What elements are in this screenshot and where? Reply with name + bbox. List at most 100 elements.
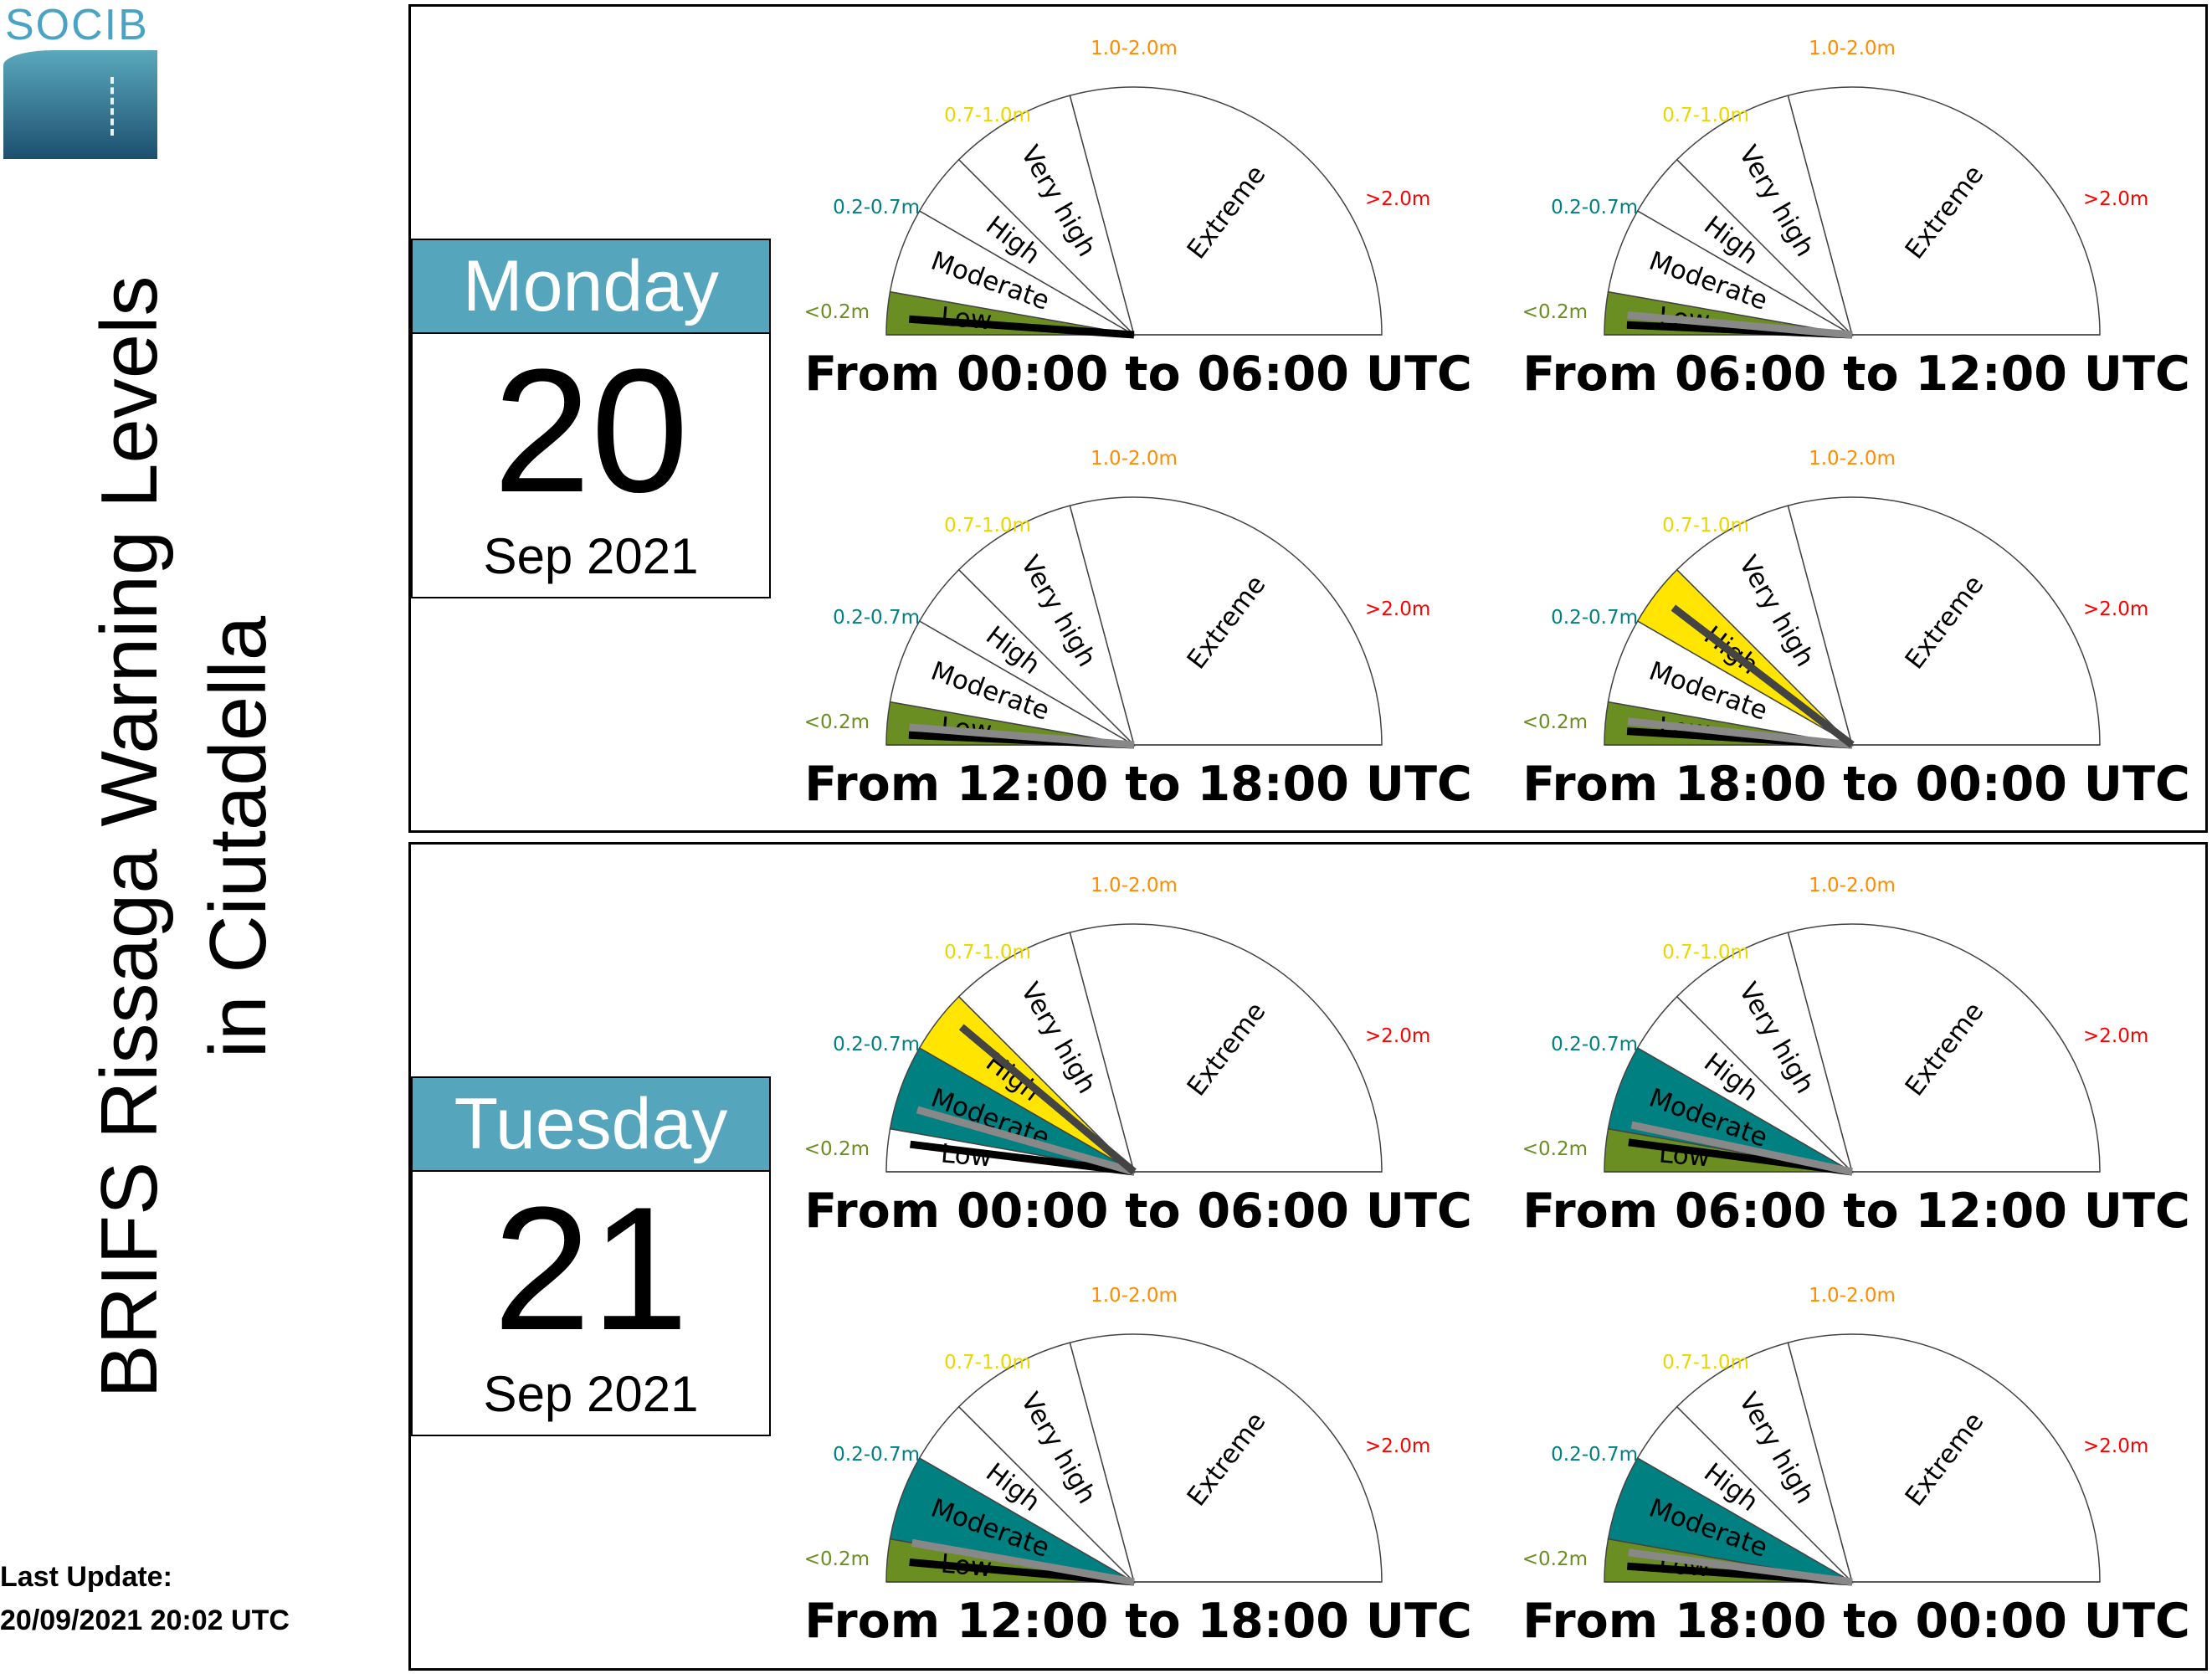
gauge-sector-very-high: [1676, 932, 1854, 1174]
gauge-range-label: >2.0m: [1365, 598, 1430, 620]
gauge-range-label: 1.0-2.0m: [1809, 1285, 1896, 1307]
gauge-range-label: 0.7-1.0m: [1662, 942, 1749, 963]
day-panel-tuesday: [408, 842, 2208, 1671]
gauge-sector-extreme: [1069, 86, 1383, 336]
gauge-needle: [916, 1106, 1136, 1176]
gauge-sector-extreme: [1787, 496, 2101, 746]
last-update-value: 20/09/2021 20:02 UTC: [0, 1605, 290, 1636]
gauge-range-label: 0.2-0.7m: [1551, 1444, 1638, 1466]
calendar-tuesday: Tuesday 21 Sep 2021: [411, 1076, 771, 1436]
calendar-monday: Monday 20 Sep 2021: [411, 239, 771, 598]
gauge-range-label: <0.2m: [804, 1548, 870, 1570]
gauge-range-label: 0.7-1.0m: [1662, 515, 1749, 537]
gauge-sector-very-high: [1676, 1342, 1854, 1584]
gauge-range-label: 0.2-0.7m: [1551, 197, 1638, 218]
gauge-needle: [909, 723, 1135, 749]
gauge-range-label: 1.0-2.0m: [1809, 448, 1896, 470]
gauge-sector-extreme: [1069, 1333, 1383, 1583]
gauge-range-label: 0.2-0.7m: [833, 1444, 920, 1466]
socib-logo: SOCIB: [0, 0, 159, 161]
logo-dash-graphic: [110, 77, 117, 136]
gauge-range-label: 0.7-1.0m: [944, 105, 1031, 126]
gauge-sector-very-high: [957, 932, 1136, 1174]
gauge-range-label: >2.0m: [1365, 1435, 1430, 1457]
gauge-sector-very-high: [957, 1342, 1136, 1584]
gauge-range-label: >2.0m: [2083, 1435, 2148, 1457]
gauge-range-label: >2.0m: [2083, 188, 2148, 210]
gauge-range-label: 1.0-2.0m: [1091, 448, 1178, 470]
gauge-range-label: >2.0m: [1365, 188, 1430, 210]
logo-wave-graphic: [3, 50, 157, 159]
gauge-range-label: 1.0-2.0m: [1091, 875, 1178, 896]
gauge-sector-very-high: [1676, 95, 1854, 337]
gauge-period-label: From 12:00 to 18:00 UTC: [804, 757, 1472, 812]
gauge-range-label: 0.7-1.0m: [944, 1352, 1031, 1374]
gauge-range-label: >2.0m: [2083, 598, 2148, 620]
gauge-range-label: <0.2m: [1522, 1138, 1588, 1160]
gauge-range-label: 0.2-0.7m: [833, 1034, 920, 1055]
gauge-needle: [1627, 717, 1853, 749]
gauge-range-label: <0.2m: [1522, 711, 1588, 733]
gauge-range-label: <0.2m: [804, 1138, 870, 1160]
gauge-range-label: 0.7-1.0m: [1662, 105, 1749, 126]
gauge-needle: [1627, 311, 1853, 339]
gauge-range-label: <0.2m: [804, 301, 870, 323]
gauge-needle: [1671, 604, 1855, 748]
calendar-weekday: Monday: [413, 240, 769, 334]
gauge-range-label: 0.7-1.0m: [1662, 1352, 1749, 1374]
gauge-range-label: 0.2-0.7m: [1551, 1034, 1638, 1055]
gauge-range-label: <0.2m: [1522, 301, 1588, 323]
gauge-period-label: From 18:00 to 00:00 UTC: [1522, 757, 2190, 812]
gauge-range-label: <0.2m: [804, 711, 870, 733]
gauge-range-label: 0.2-0.7m: [1551, 607, 1638, 629]
calendar-month-year: Sep 2021: [483, 528, 699, 584]
logo-text: SOCIB: [5, 1, 149, 49]
gauge-range-label: 0.2-0.7m: [833, 607, 920, 629]
gauge-range-label: 1.0-2.0m: [1809, 38, 1896, 59]
calendar-month-year: Sep 2021: [483, 1366, 699, 1422]
gauge-period-label: From 00:00 to 06:00 UTC: [804, 347, 1472, 402]
gauge-range-label: 1.0-2.0m: [1091, 38, 1178, 59]
gauge-range-label: <0.2m: [1522, 1548, 1588, 1570]
gauge-range-label: 0.2-0.7m: [833, 197, 920, 218]
gauge-period-label: From 12:00 to 18:00 UTC: [804, 1594, 1472, 1649]
calendar-day-number: 21: [493, 1170, 689, 1367]
gauge-range-label: 0.7-1.0m: [944, 515, 1031, 537]
calendar-weekday: Tuesday: [413, 1078, 769, 1172]
gauge-needle: [910, 1140, 1135, 1176]
gauge-sector-extreme: [1787, 86, 2101, 336]
gauge-range-label: >2.0m: [2083, 1025, 2148, 1047]
gauge-needle: [958, 1024, 1137, 1175]
gauge-period-label: From 00:00 to 06:00 UTC: [804, 1184, 1472, 1239]
gauge-range-label: 0.7-1.0m: [944, 942, 1031, 963]
gauge-sector-very-high: [957, 505, 1136, 747]
gauge-needle: [1628, 1548, 1853, 1586]
gauge-sector-extreme: [1069, 496, 1383, 746]
gauge-period-label: From 06:00 to 12:00 UTC: [1522, 1184, 2190, 1239]
gauge-sector-very-high: [957, 95, 1136, 337]
gauge-range-label: 1.0-2.0m: [1091, 1285, 1178, 1307]
gauge-sector-extreme: [1787, 1333, 2101, 1583]
gauge-needle: [1630, 1121, 1853, 1176]
last-update-label: Last Update:: [0, 1561, 172, 1593]
gauge-range-label: 1.0-2.0m: [1809, 875, 1896, 896]
gauge-sector-extreme: [1069, 923, 1383, 1173]
calendar-day-number: 20: [493, 332, 689, 529]
day-panel-monday: [408, 4, 2208, 833]
last-update: Last Update: 20/09/2021 20:02 UTC: [0, 1555, 290, 1642]
gauge-period-label: From 06:00 to 12:00 UTC: [1522, 347, 2190, 402]
gauge-sector-extreme: [1787, 923, 2101, 1173]
gauge-period-label: From 18:00 to 00:00 UTC: [1522, 1594, 2190, 1649]
gauge-needle: [908, 315, 1135, 339]
gauge-needle: [911, 1538, 1135, 1586]
gauge-sector-very-high: [1676, 505, 1854, 747]
